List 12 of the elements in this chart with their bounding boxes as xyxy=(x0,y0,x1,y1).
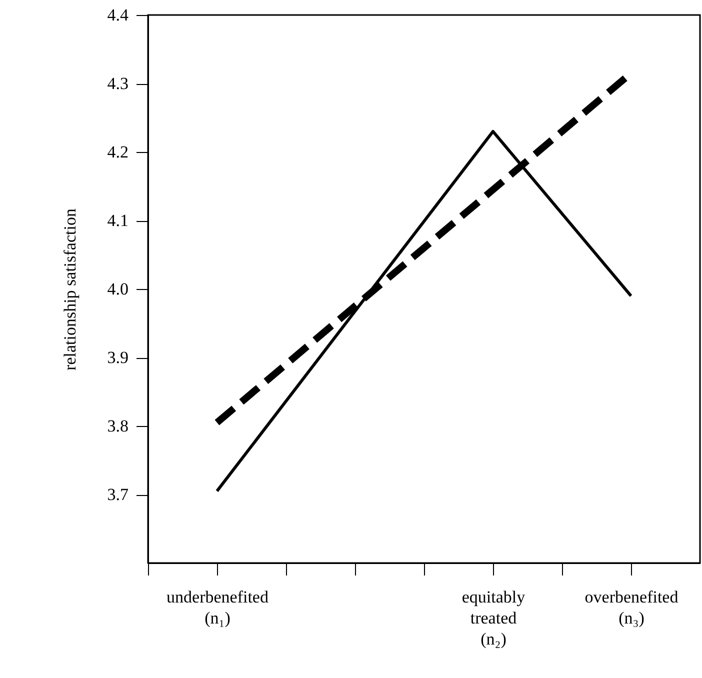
y-tick-label: 4.3 xyxy=(107,74,128,93)
y-tick-label: 4.4 xyxy=(107,6,129,24)
y-tick-label: 3.9 xyxy=(107,348,128,367)
x-tick-label: underbenefited (n₁) xyxy=(166,588,269,628)
y-tick-label: 3.8 xyxy=(107,416,128,436)
y-tick-label: 4.1 xyxy=(107,211,128,230)
x-tick-label: equitably treated (n₂) xyxy=(462,588,526,648)
y-tick-label: 4.2 xyxy=(107,142,128,162)
y-axis-title: relationship satisfaction xyxy=(60,208,80,370)
y-tick-label: 4.0 xyxy=(107,280,128,298)
y-tick-label: 3.7 xyxy=(107,485,129,504)
x-tick-label: overbenefited (n₃) xyxy=(584,588,679,628)
